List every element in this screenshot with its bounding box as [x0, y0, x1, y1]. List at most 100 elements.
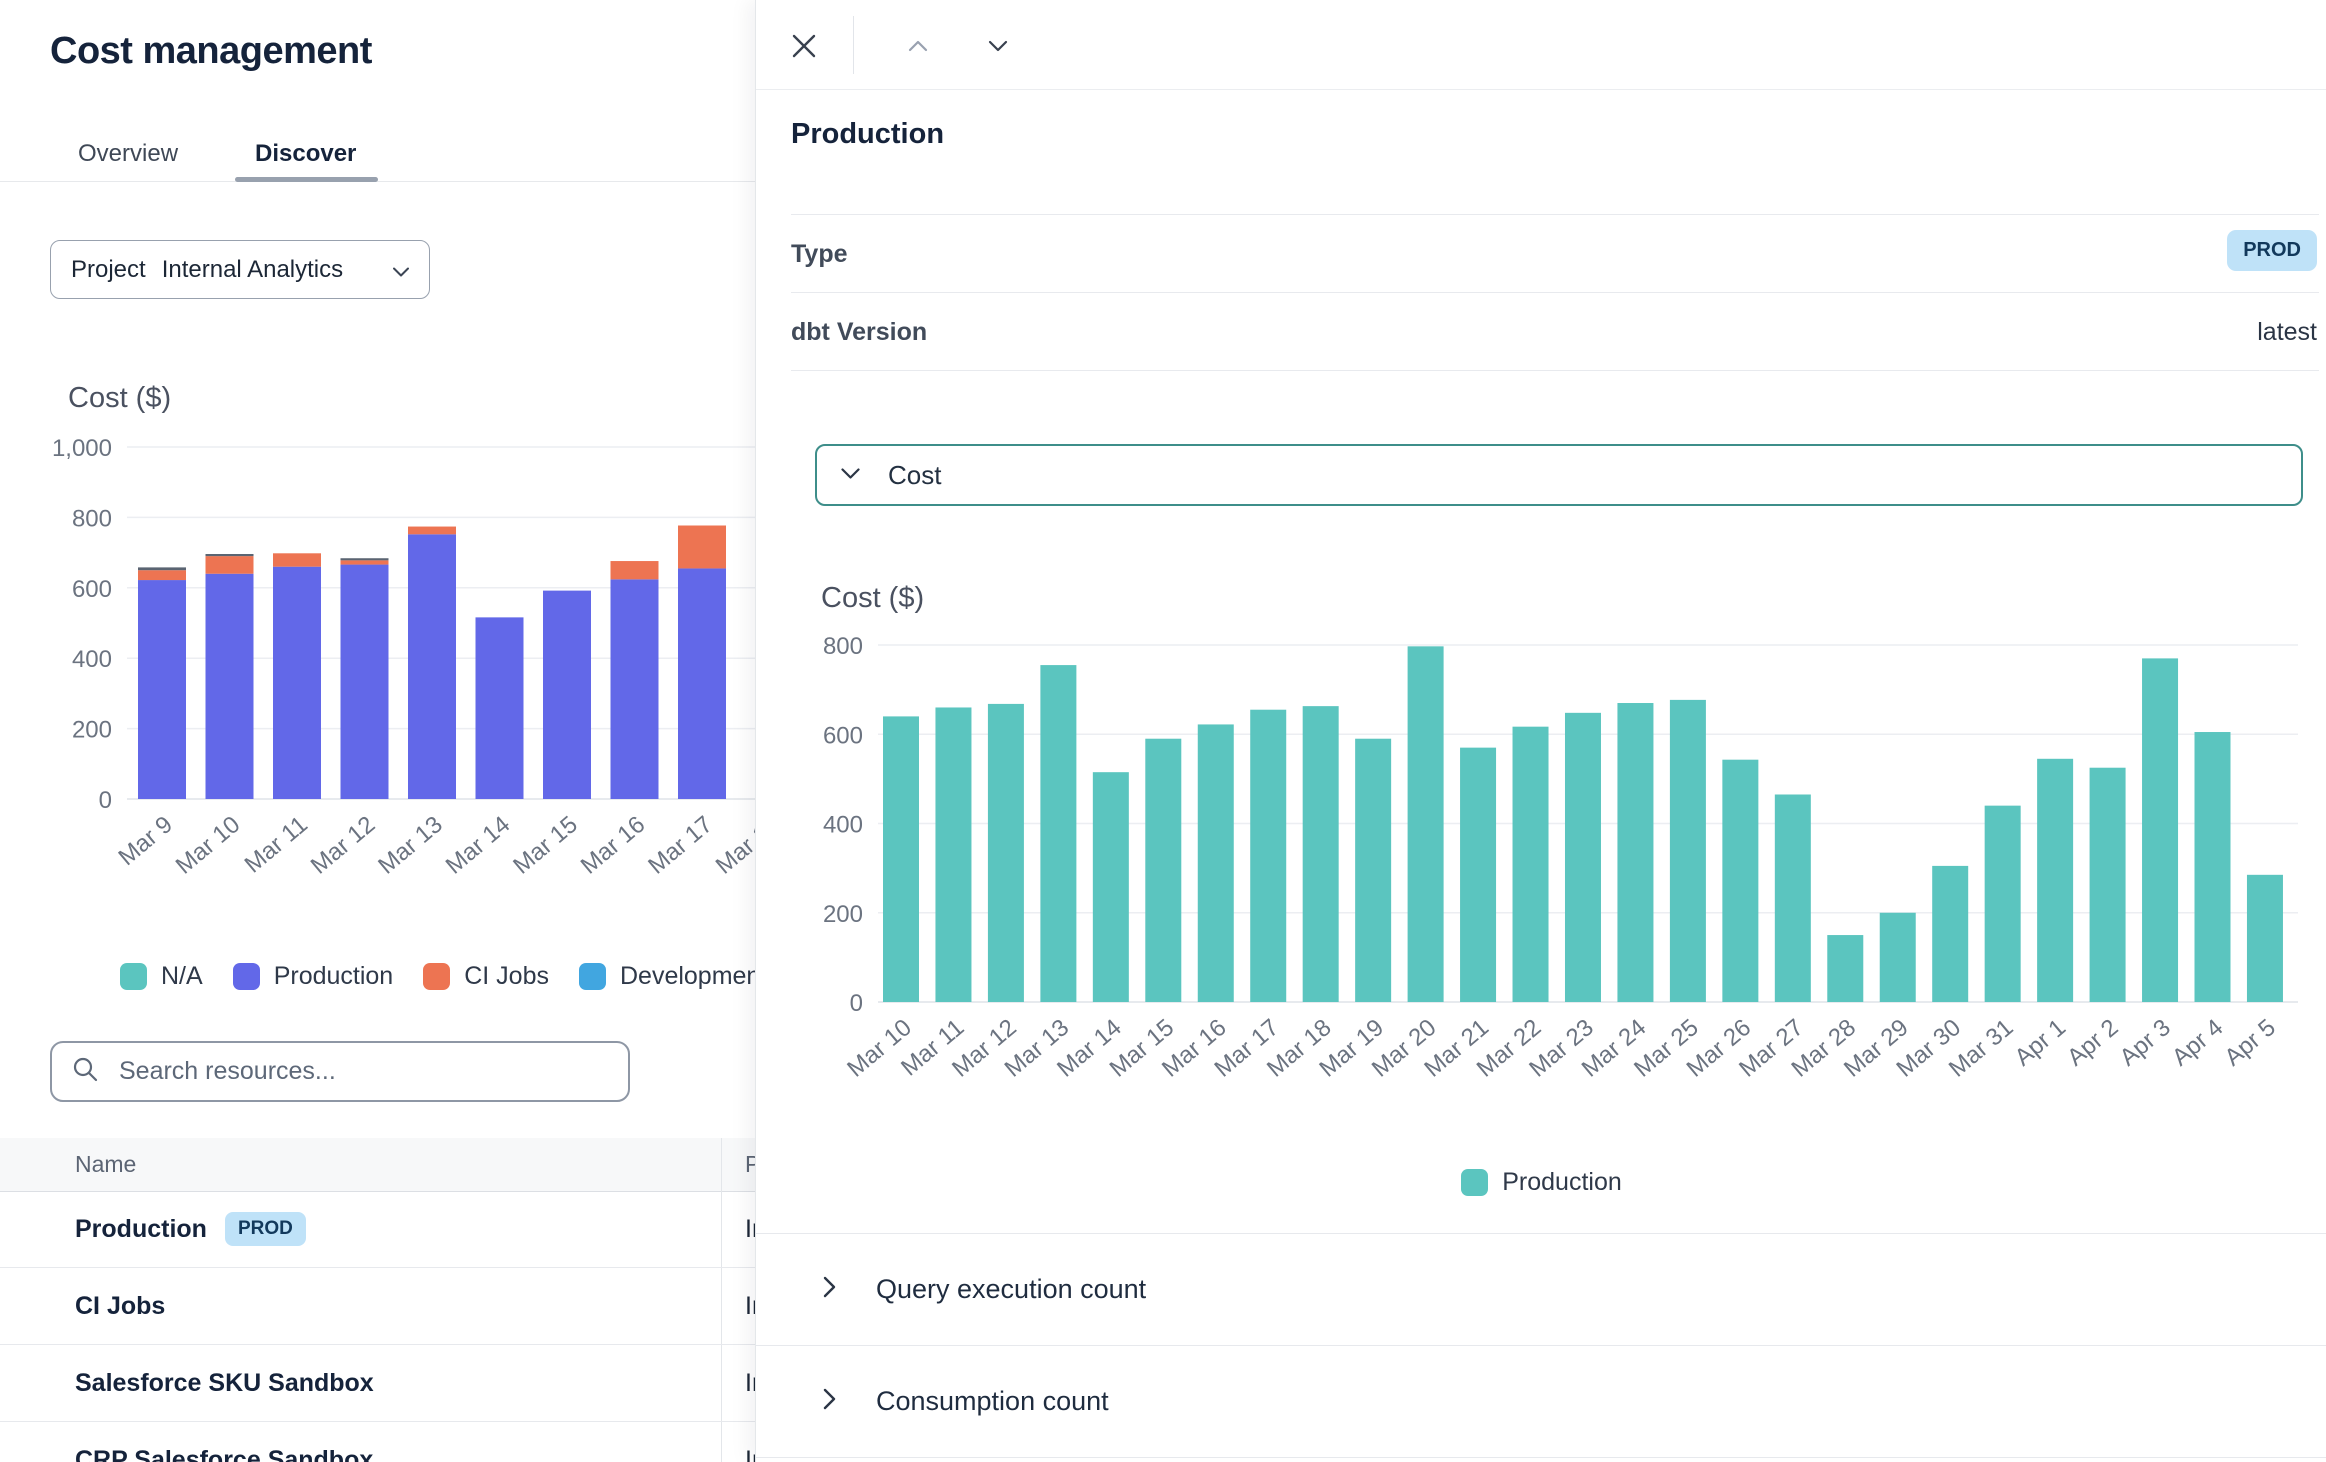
x-tick-label: Mar 12: [306, 811, 381, 880]
y-tick-label: 600: [72, 576, 112, 603]
chevron-right-icon: [823, 1388, 836, 1415]
bar-CI Jobs-Mar 11[interactable]: [273, 553, 321, 567]
bar-Production-Mar 30[interactable]: [1932, 865, 1969, 1002]
bar-Production-Mar 11[interactable]: [273, 566, 321, 799]
x-tick-label: Mar 17: [643, 811, 718, 880]
divider: [791, 370, 2319, 371]
header-divider: [853, 16, 854, 74]
divider: [791, 292, 2319, 293]
bar-Production-Mar 16[interactable]: [610, 579, 659, 799]
bar-Production-Mar 22[interactable]: [1512, 726, 1549, 1002]
bar-Production-Mar 21[interactable]: [1460, 747, 1497, 1002]
bar-Production-Apr 5[interactable]: [2246, 874, 2283, 1002]
close-panel-button[interactable]: [784, 26, 824, 66]
legend-item-Production[interactable]: Production: [232, 962, 394, 991]
cost-section-toggle[interactable]: Cost: [815, 444, 2303, 506]
bar-CI Jobs-Mar 12[interactable]: [340, 560, 389, 565]
dbt-version-value: latest: [2257, 318, 2317, 346]
bar-Production-Mar 20[interactable]: [1407, 646, 1444, 1002]
next-item-button[interactable]: [978, 26, 1018, 66]
right-chart-title: Cost ($): [821, 582, 925, 614]
bar-Production-Mar 15[interactable]: [1145, 738, 1182, 1002]
bar-Other-Mar 10[interactable]: [205, 554, 254, 557]
y-tick-label: 400: [72, 646, 112, 673]
bar-CI Jobs-Mar 17[interactable]: [678, 525, 726, 569]
project-filter-dropdown[interactable]: Project Internal Analytics: [50, 240, 430, 299]
bar-Production-Mar 14[interactable]: [475, 617, 524, 799]
bar-Production-Mar 19[interactable]: [1355, 738, 1392, 1002]
legend-item-CI Jobs[interactable]: CI Jobs: [423, 962, 549, 991]
bar-Production-Mar 15[interactable]: [543, 590, 591, 799]
chevron-down-icon: [841, 466, 860, 484]
y-tick-label: 0: [850, 990, 863, 1017]
bar-Production-Mar 23[interactable]: [1564, 712, 1601, 1002]
x-tick-label: Mar 10: [171, 811, 246, 880]
bar-Production-Mar 28[interactable]: [1827, 935, 1864, 1002]
bar-Production-Mar 17[interactable]: [1250, 709, 1287, 1002]
left-chart-legend: N/A Production CI Jobs Development: [120, 962, 767, 991]
legend-label: N/A: [161, 962, 203, 990]
y-tick-label: 400: [823, 812, 863, 839]
bar-Production-Mar 14[interactable]: [1092, 772, 1129, 1002]
bar-Production-Mar 29[interactable]: [1879, 912, 1916, 1002]
y-tick-label: 0: [99, 787, 112, 814]
resource-search: [50, 1041, 630, 1102]
meta-label-type: Type: [791, 240, 848, 268]
query-execution-count-toggle[interactable]: Query execution count: [756, 1233, 2326, 1345]
bar-CI Jobs-Mar 10[interactable]: [205, 556, 254, 574]
legend-item-Development[interactable]: Development: [578, 962, 767, 991]
legend-item-Production[interactable]: Production: [1461, 1168, 1622, 1197]
search-icon: [72, 1056, 99, 1088]
bar-Production-Mar 27[interactable]: [1774, 794, 1811, 1002]
bar-Production-Mar 26[interactable]: [1722, 759, 1759, 1002]
bar-Production-Mar 17[interactable]: [678, 568, 726, 799]
bar-Production-Mar 11[interactable]: [935, 707, 972, 1002]
consumption-count-label: Consumption count: [876, 1386, 1109, 1416]
tab-discover[interactable]: Discover: [255, 140, 357, 167]
bar-Production-Apr 2[interactable]: [2089, 767, 2126, 1002]
x-tick-label: Mar 14: [441, 811, 516, 880]
x-tick-label: Apr 3: [2115, 1014, 2176, 1072]
panel-header: [756, 0, 2326, 90]
tab-bar: Overview Discover: [0, 130, 755, 182]
left-chart-title: Cost ($): [68, 382, 172, 414]
chevron-down-icon: [393, 256, 409, 284]
resource-name: Salesforce SKU Sandbox: [75, 1368, 374, 1397]
tab-overview[interactable]: Overview: [78, 140, 179, 167]
legend-swatch: [232, 963, 260, 990]
bar-Production-Mar 12[interactable]: [340, 564, 389, 799]
bar-Production-Mar 31[interactable]: [1984, 805, 2021, 1002]
bar-Production-Apr 3[interactable]: [2142, 658, 2179, 1002]
bar-CI Jobs-Mar 9[interactable]: [138, 570, 186, 581]
x-tick-label: Apr 4: [2167, 1014, 2228, 1072]
previous-item-button[interactable]: [898, 26, 938, 66]
bar-Production-Apr 1[interactable]: [2037, 758, 2074, 1002]
search-input[interactable]: [117, 1056, 608, 1087]
bar-Production-Mar 24[interactable]: [1617, 703, 1654, 1002]
bar-Production-Mar 16[interactable]: [1197, 724, 1234, 1002]
column-header-name: Name: [75, 1151, 137, 1177]
bar-Other-Mar 12[interactable]: [340, 558, 389, 561]
table-column-divider: [721, 1138, 722, 1462]
x-tick-label: Mar 16: [576, 811, 651, 880]
bar-Production-Mar 12[interactable]: [987, 703, 1024, 1002]
bar-Other-Mar 9[interactable]: [138, 567, 186, 571]
legend-item-N/A[interactable]: N/A: [120, 962, 203, 991]
legend-label: Production: [273, 962, 394, 990]
bar-Production-Mar 9[interactable]: [138, 580, 186, 799]
bar-Production-Mar 10[interactable]: [205, 573, 254, 799]
consumption-count-toggle[interactable]: Consumption count: [756, 1345, 2326, 1458]
x-tick-label: Apr 1: [2010, 1014, 2071, 1072]
bar-Production-Mar 13[interactable]: [408, 534, 456, 799]
y-tick-label: 800: [823, 633, 863, 660]
bar-Production-Mar 10[interactable]: [883, 716, 919, 1002]
bar-Production-Mar 13[interactable]: [1040, 665, 1077, 1002]
page-title: Cost management: [50, 30, 372, 72]
bar-CI Jobs-Mar 16[interactable]: [610, 561, 659, 580]
bar-Production-Apr 4[interactable]: [2194, 732, 2231, 1002]
bar-Production-Mar 25[interactable]: [1669, 699, 1706, 1002]
bar-Production-Mar 18[interactable]: [1302, 706, 1339, 1002]
bar-CI Jobs-Mar 13[interactable]: [408, 526, 456, 535]
